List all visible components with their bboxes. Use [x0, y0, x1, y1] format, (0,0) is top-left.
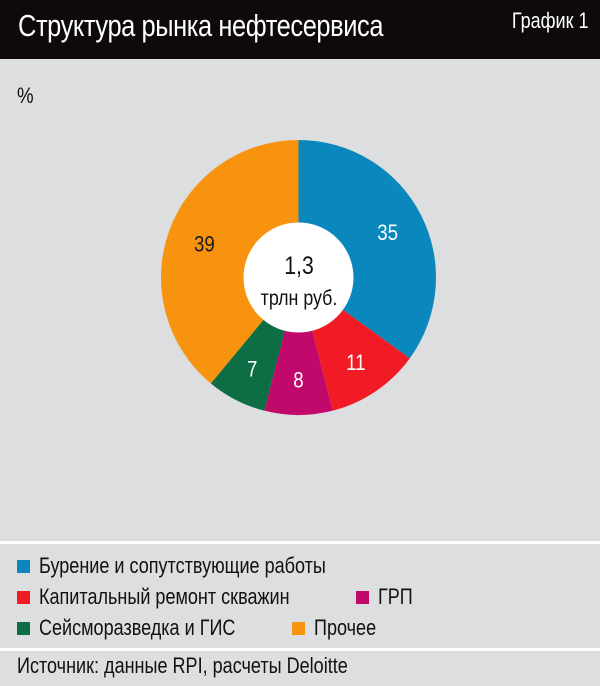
source-note: Источник: данные RPI, расчеты Deloitte	[17, 653, 348, 678]
segment-label-seismic: 7	[247, 358, 257, 382]
donut-center-hole	[243, 222, 354, 333]
legend-item-drilling: Бурение и сопутствующие работы	[17, 553, 389, 579]
legend-swatch-seismic	[17, 621, 30, 635]
segment-labels: 35 11 8 7 39	[194, 222, 398, 393]
legend-item-other: Прочее	[292, 615, 390, 641]
chart-title: Структура рынка нефтесервиса	[18, 8, 384, 43]
segment-seismic	[210, 319, 286, 411]
segment-other	[161, 140, 299, 384]
legend-item-seismic: Сейсморазведка и ГИС	[17, 615, 279, 641]
segment-frac	[264, 329, 333, 416]
legend-top-divider	[0, 541, 600, 544]
legend-label: Бурение и сопутствующие работы	[39, 553, 326, 578]
chart-header: Структура рынка нефтесервиса График 1	[0, 0, 600, 59]
segment-workover	[311, 309, 410, 411]
legend-label: Капитальный ремонт скважин	[39, 584, 290, 609]
legend-swatch-workover	[17, 590, 30, 604]
legend-swatch-drilling	[17, 559, 30, 573]
segment-drilling	[298, 140, 436, 359]
center-unit: трлн руб.	[261, 287, 338, 311]
donut-chart: 1,3 трлн руб. 35 11 8 7 39	[161, 140, 436, 416]
segment-label-other: 39	[194, 233, 215, 257]
legend-label: Сейсморазведка и ГИС	[39, 615, 236, 640]
segment-label-workover: 11	[346, 352, 365, 376]
legend-swatch-other	[292, 621, 305, 635]
legend-swatch-frac	[356, 590, 369, 604]
segment-label-drilling: 35	[377, 222, 398, 246]
segment-label-frac: 8	[293, 369, 303, 393]
legend-label: Прочее	[314, 615, 377, 640]
center-value: 1,3	[284, 251, 314, 279]
legend-item-workover: Капитальный ремонт скважин	[17, 584, 345, 610]
legend-item-frac: ГРП	[356, 584, 420, 610]
legend-label: ГРП	[378, 584, 413, 609]
unit-label: %	[17, 83, 34, 108]
figure-number: График 1	[512, 8, 589, 33]
source-divider	[0, 648, 600, 651]
donut-segments	[161, 140, 436, 416]
